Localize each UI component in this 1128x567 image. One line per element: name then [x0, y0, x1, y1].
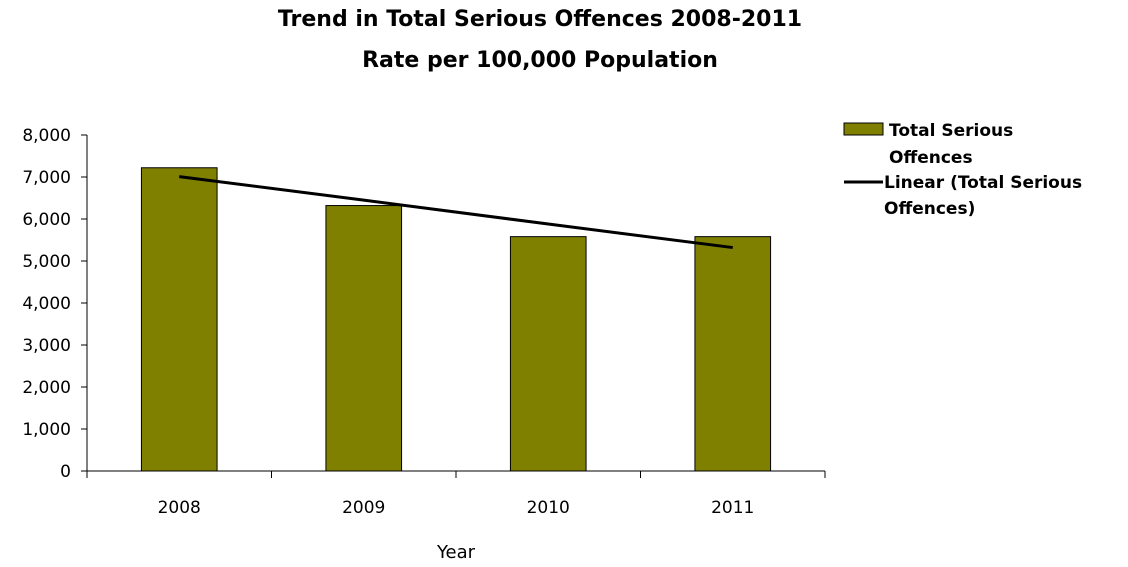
y-tick-label: 3,000 — [22, 336, 71, 356]
y-tick-label: 5,000 — [22, 252, 71, 272]
x-axis-title: Year — [436, 542, 476, 563]
bar — [140, 167, 218, 472]
legend-label: Offences) — [884, 199, 975, 219]
y-tick-label: 2,000 — [22, 378, 71, 398]
y-tick-label: 0 — [60, 462, 71, 482]
bar — [509, 236, 587, 472]
legend-swatch-bar — [843, 122, 884, 136]
bar — [325, 205, 403, 472]
bar — [694, 236, 772, 472]
legend: Total Serious Offences Linear (Total Serio… — [843, 121, 1082, 219]
chart-title-line-1: Trend in Total Serious Offences 2008-201… — [278, 7, 802, 32]
legend-label: Total Serious — [889, 121, 1013, 141]
y-tick-label: 7,000 — [22, 168, 71, 188]
trendline — [179, 175, 733, 250]
y-tick-label: 6,000 — [22, 210, 71, 230]
x-tick-label: 2009 — [342, 498, 385, 518]
x-tick-label: 2010 — [527, 498, 570, 518]
chart-title-line-2: Rate per 100,000 Population — [362, 48, 718, 73]
plot-area: 0 1,000 2,000 3,000 4,000 5,000 6,000 7,000 8,00… — [22, 126, 826, 518]
legend-label: Linear (Total Serious — [884, 173, 1082, 193]
y-tick-label: 8,000 — [22, 126, 71, 146]
legend-label: Offences — [889, 148, 973, 168]
x-tick-label: 2008 — [158, 498, 201, 518]
y-tick-label: 1,000 — [22, 420, 71, 440]
x-tick-label: 2011 — [711, 498, 754, 518]
y-tick-label: 4,000 — [22, 294, 71, 314]
